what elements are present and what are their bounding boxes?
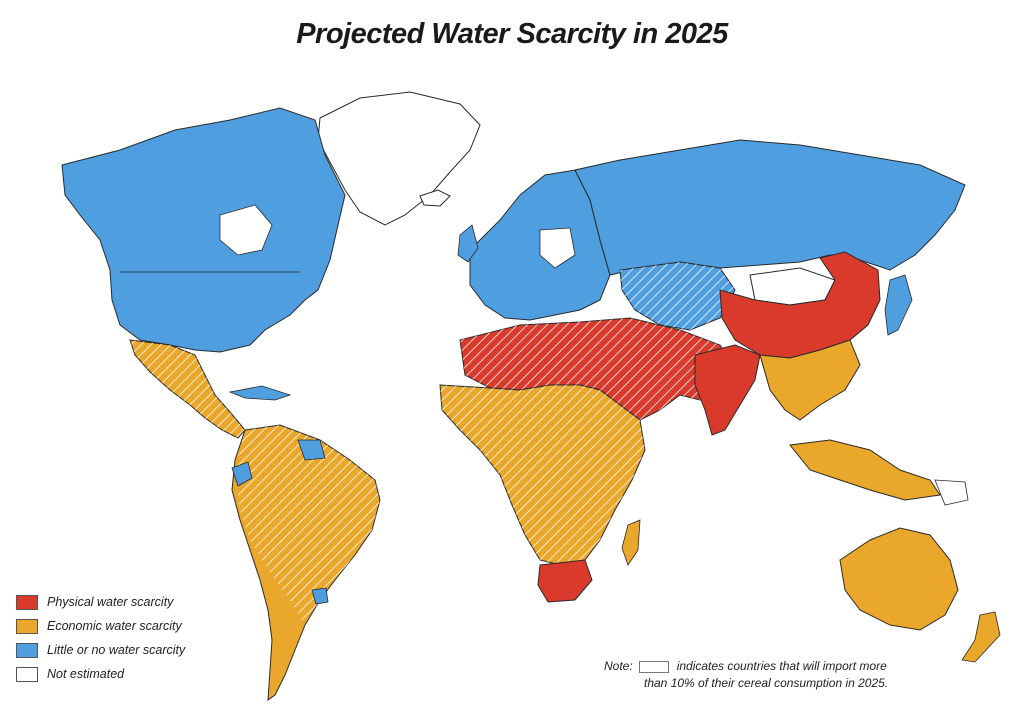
map-title: Projected Water Scarcity in 2025 — [296, 18, 728, 50]
legend-swatch-economic — [16, 618, 38, 634]
india — [694, 344, 761, 436]
legend-item-physical: Physical water scarcity — [16, 590, 185, 614]
note: Note: indicates countries that will impo… — [604, 658, 888, 692]
caribbean — [228, 385, 292, 401]
australia — [839, 527, 959, 631]
hudson-bay — [219, 204, 273, 256]
new-zealand — [961, 611, 1001, 663]
legend-item-economic: Economic water scarcity — [16, 614, 185, 638]
note-swatch — [638, 660, 669, 673]
legend-swatch-not-estimated — [16, 666, 38, 682]
legend-label-little: Little or no water scarcity — [47, 643, 186, 657]
africa-hatch — [440, 385, 645, 565]
uruguay-blue — [311, 587, 329, 605]
mongolia — [749, 267, 836, 306]
note-line1: indicates countries that will import mor… — [676, 659, 887, 673]
uk — [457, 224, 479, 263]
russia — [574, 139, 966, 276]
central-america-hatch — [130, 340, 245, 438]
new-guinea — [934, 479, 969, 506]
japan — [884, 274, 913, 336]
guianas-blue — [297, 439, 326, 461]
legend-label-physical: Physical water scarcity — [47, 595, 174, 609]
legend-item-not-estimated: Not estimated — [16, 662, 185, 686]
legend-label-economic: Economic water scarcity — [47, 619, 182, 633]
south-africa — [537, 559, 593, 603]
legend: Physical water scarcity Economic water s… — [16, 590, 185, 686]
ecuador-blue — [231, 461, 253, 487]
south-america-hatch — [235, 425, 380, 625]
eastern-europe-white — [539, 227, 576, 269]
madagascar — [621, 519, 641, 566]
legend-swatch-physical — [16, 594, 38, 610]
legend-item-little: Little or no water scarcity — [16, 638, 185, 662]
central-asia-hatch — [620, 262, 735, 330]
note-line2: than 10% of their cereal consumption in … — [644, 676, 889, 690]
north-america-blue — [61, 107, 346, 353]
china — [719, 251, 881, 359]
north-africa-hatch — [460, 318, 735, 420]
iceland — [419, 189, 451, 207]
legend-swatch-little — [16, 642, 38, 658]
southeast-asia — [759, 339, 861, 421]
legend-label-not-estimated: Not estimated — [47, 667, 125, 681]
note-label: Note: — [604, 659, 633, 673]
indonesia — [789, 439, 941, 501]
